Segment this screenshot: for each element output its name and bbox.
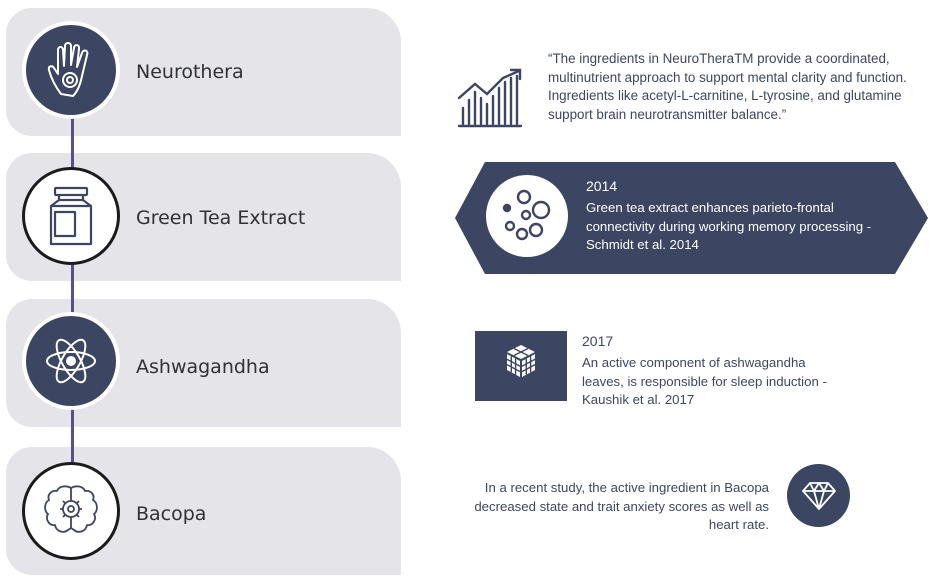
timeline-label-green-tea: Green Tea Extract (136, 207, 306, 229)
green-tea-banner (455, 162, 928, 274)
brain-gear-icon (22, 462, 120, 560)
cube-icon (475, 331, 567, 401)
growth-chart-icon (457, 68, 525, 134)
timeline-label-ashwagandha: Ashwagandha (136, 356, 270, 378)
green-tea-year: 2014 (586, 178, 618, 194)
ashwagandha-year: 2017 (582, 333, 614, 349)
diamond-icon (787, 464, 850, 527)
bubbles-icon (486, 175, 568, 257)
ashwagandha-text: An active component of ashwagandha leave… (582, 355, 827, 407)
neurothera-quote: “The ingredients in NeuroTheraTM provide… (548, 51, 907, 122)
timeline-label-neurothera: Neurothera (136, 61, 244, 83)
green-tea-text: Green tea extract enhances parieto-front… (586, 200, 872, 252)
hand-icon (22, 21, 120, 119)
jar-icon (22, 167, 120, 265)
bacopa-text: In a recent study, the active ingredient… (474, 480, 769, 532)
atom-icon (22, 312, 120, 410)
timeline-label-bacopa: Bacopa (136, 503, 207, 525)
